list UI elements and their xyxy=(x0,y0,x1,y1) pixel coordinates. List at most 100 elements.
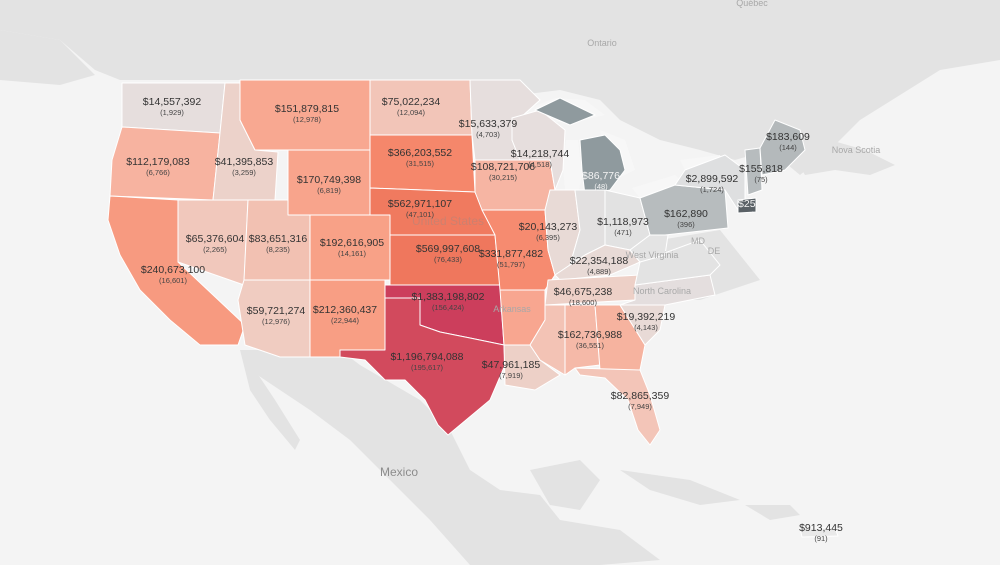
value-count-tx: (195,617) xyxy=(411,363,444,372)
value-count-ct: (11) xyxy=(751,210,764,219)
value-count-id: (3,259) xyxy=(232,168,256,177)
region-or[interactable] xyxy=(109,126,221,201)
alaska-land xyxy=(0,30,95,85)
value-label-nd: $75,022,234(12,094) xyxy=(382,96,441,117)
value-count-sd: (31,515) xyxy=(406,159,434,168)
region-vt[interactable] xyxy=(744,147,763,196)
value-label-ok: $1,383,198,802(156,424) xyxy=(412,291,485,312)
place-west-virginia: West Virginia xyxy=(626,250,679,260)
nova-scotia-land xyxy=(790,140,895,175)
value-amount-vt: $155,818 xyxy=(739,163,783,175)
value-label-ia: $108,721,706(30,215) xyxy=(471,161,535,182)
value-amount-ks: $569,997,608 xyxy=(416,243,480,255)
value-label-mn: $15,633,379(4,703) xyxy=(459,118,518,139)
state-regions xyxy=(107,79,839,538)
value-amount-me: $183,609 xyxy=(766,131,810,143)
value-label-ks: $569,997,608(76,433) xyxy=(416,243,480,264)
value-labels: $14,557,392(1,929) $112,179,083(6,766) $24… xyxy=(126,96,843,543)
value-count-nv: (2,265) xyxy=(203,245,227,254)
value-count-pr: (91) xyxy=(814,534,828,543)
region-pr[interactable] xyxy=(799,527,839,538)
baja-land xyxy=(240,350,300,450)
region-ct[interactable] xyxy=(737,197,757,214)
value-amount-ct: $25,888 xyxy=(738,198,776,210)
place-north-carolina: North Carolina xyxy=(633,286,691,296)
place-labels: Québec Ontario Nova Scotia United States… xyxy=(380,0,880,479)
value-label-id: $41,395,853(3,259) xyxy=(215,156,274,177)
value-label-pr: $913,445(91) xyxy=(799,522,843,543)
value-amount-ia: $108,721,706 xyxy=(471,161,535,173)
yucatan-land xyxy=(530,460,600,510)
value-label-fl: $82,865,359(7,949) xyxy=(611,390,670,411)
region-fl[interactable] xyxy=(574,367,661,446)
value-amount-or: $112,179,083 xyxy=(126,156,190,168)
region-ny[interactable] xyxy=(674,154,746,211)
value-amount-wi: $14,218,744 xyxy=(511,148,570,160)
value-label-sd: $366,203,552(31,515) xyxy=(388,147,452,168)
place-md: MD xyxy=(691,236,705,246)
value-label-co: $192,616,905(14,161) xyxy=(320,237,384,258)
value-label-wa: $14,557,392(1,929) xyxy=(143,96,202,117)
place-mexico: Mexico xyxy=(380,465,418,479)
value-count-ia: (30,215) xyxy=(489,173,517,182)
value-count-ca: (16,601) xyxy=(159,276,187,285)
value-amount-ut: $83,651,316 xyxy=(249,233,308,245)
value-amount-ne: $562,971,107 xyxy=(388,198,452,210)
value-amount-ca: $240,673,100 xyxy=(141,264,205,276)
value-count-la: (7,919) xyxy=(499,371,523,380)
value-label-mi: $86,776(48) xyxy=(582,170,620,191)
region-wv[interactable] xyxy=(629,234,669,263)
value-count-ky: (4,889) xyxy=(587,267,611,276)
value-amount-sd: $366,203,552 xyxy=(388,147,452,159)
value-count-il: (6,395) xyxy=(536,233,560,242)
value-label-tn: $46,675,238(18,600) xyxy=(554,286,613,307)
value-count-me: (144) xyxy=(779,143,797,152)
value-count-fl: (7,949) xyxy=(628,402,652,411)
value-amount-in: $1,118,973 xyxy=(597,216,649,228)
value-label-vt: $155,818(75) xyxy=(739,163,783,184)
value-label-me: $183,609(144) xyxy=(766,131,810,152)
region-tx[interactable] xyxy=(339,297,506,436)
value-count-vt: (75) xyxy=(754,175,768,184)
value-amount-mn: $15,633,379 xyxy=(459,118,518,130)
value-count-ny: (1,724) xyxy=(700,185,724,194)
lake-michigan xyxy=(563,140,582,205)
lake-erie xyxy=(632,175,682,198)
region-va[interactable] xyxy=(634,239,721,286)
value-amount-pa: $162,890 xyxy=(664,208,708,220)
value-count-or: (6,766) xyxy=(146,168,170,177)
value-amount-pr: $913,445 xyxy=(799,522,843,534)
value-label-ut: $83,651,316(8,235) xyxy=(249,233,308,254)
value-label-ca: $240,673,100(16,601) xyxy=(141,264,205,285)
value-amount-co: $192,616,905 xyxy=(320,237,384,249)
value-count-ok: (156,424) xyxy=(432,303,465,312)
value-label-tx: $1,196,794,088(195,617) xyxy=(391,351,464,372)
value-label-in: $1,118,973(471) xyxy=(597,216,649,237)
value-amount-mt: $151,879,815 xyxy=(275,103,339,115)
value-label-ms: $162,736,988(36,551) xyxy=(558,329,622,350)
value-count-ks: (76,433) xyxy=(434,255,462,264)
value-amount-mi: $86,776 xyxy=(582,170,620,182)
value-amount-nv: $65,376,604 xyxy=(186,233,245,245)
value-count-sc: (4,143) xyxy=(634,323,658,332)
place-quebec: Québec xyxy=(736,0,768,8)
region-me[interactable] xyxy=(759,119,806,176)
value-amount-nm: $212,360,437 xyxy=(313,304,377,316)
value-count-nm: (22,944) xyxy=(331,316,359,325)
value-count-ms: (36,551) xyxy=(576,341,604,350)
region-al[interactable] xyxy=(564,304,601,376)
value-label-az: $59,721,274(12,976) xyxy=(247,305,306,326)
value-label-ky: $22,354,188(4,889) xyxy=(570,255,629,276)
value-label-mo: $331,877,482(51,797) xyxy=(479,248,543,269)
region-ga[interactable] xyxy=(594,304,646,371)
value-count-nd: (12,094) xyxy=(397,108,425,117)
cuba-land xyxy=(620,470,740,505)
central-america-land xyxy=(560,520,660,565)
value-amount-az: $59,721,274 xyxy=(247,305,306,317)
place-de: DE xyxy=(708,246,721,256)
region-mi[interactable] xyxy=(534,97,626,196)
value-label-ne: $562,971,107(47,101) xyxy=(388,198,452,219)
value-count-ne: (47,101) xyxy=(406,210,434,219)
value-amount-ky: $22,354,188 xyxy=(570,255,629,267)
